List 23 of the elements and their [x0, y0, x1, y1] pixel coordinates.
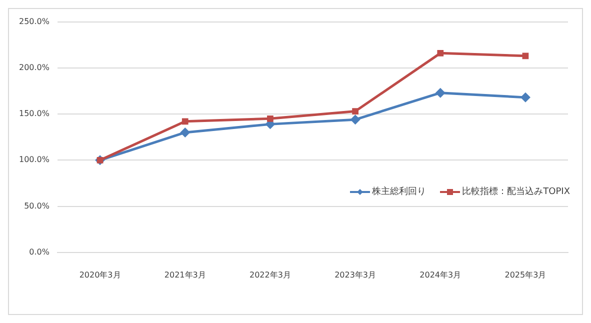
point [267, 115, 274, 122]
x-tick-label: 2024年3月 [420, 270, 462, 280]
y-tick-label: 100.0% [18, 155, 50, 164]
point [437, 50, 444, 56]
point [352, 108, 358, 114]
y-tick-label: 250.0% [18, 16, 50, 26]
x-tick-label: 2025年3月 [504, 270, 546, 280]
x-tick-label: 2022年3月 [249, 270, 291, 280]
y-tick-label: 200.0% [18, 63, 50, 72]
y-tick-label: 50.0% [24, 201, 50, 210]
x-tick-label: 2020年3月 [79, 270, 121, 280]
point [350, 114, 360, 125]
point [180, 127, 190, 138]
point [182, 118, 188, 125]
y-tick-label: 150.0% [18, 109, 50, 118]
legend-label: 株主総利回り [372, 186, 426, 198]
point [522, 52, 529, 60]
legend-label: 比較指標：配当込みTOPIX [462, 186, 570, 198]
y-tick-label: 0.0% [29, 247, 50, 256]
x-tick-label: 2021年3月 [164, 270, 206, 280]
x-tick-label: 2023年3月 [334, 270, 376, 280]
point [520, 92, 530, 102]
point [435, 88, 446, 98]
